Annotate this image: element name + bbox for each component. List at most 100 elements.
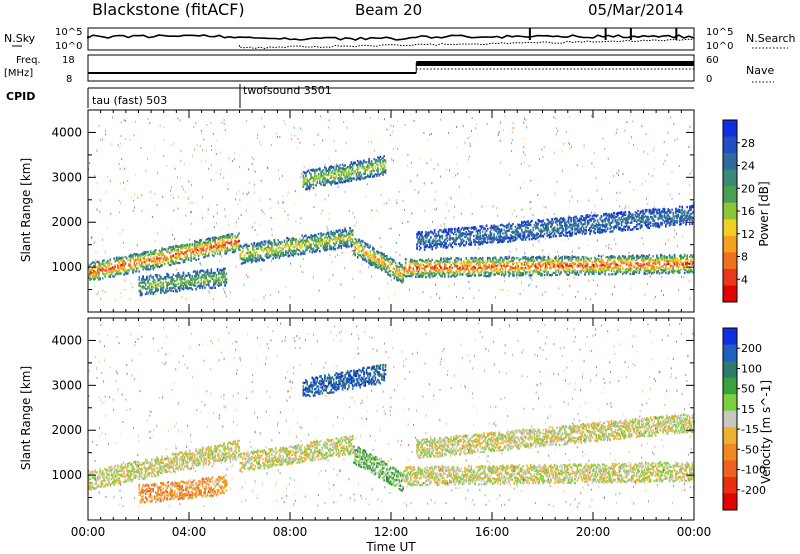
- echo-cell: [156, 263, 158, 266]
- echo-cell: [421, 267, 423, 270]
- echo-cell: [153, 266, 156, 269]
- echo-cell: [426, 264, 428, 268]
- echo-cell: [368, 258, 370, 262]
- echo-cell: [432, 269, 435, 272]
- echo-cell: [225, 241, 228, 244]
- echo-cell: [200, 251, 202, 254]
- echo-cell: [680, 268, 682, 271]
- echo-cell: [122, 262, 124, 265]
- echo-cell: [452, 262, 455, 265]
- nave-label: Nave: [746, 64, 774, 77]
- echo-cell: [439, 269, 441, 272]
- echo-cell: [486, 270, 489, 273]
- echo-cell: [228, 236, 230, 239]
- echo-cell: [503, 262, 505, 265]
- echo-cell: [211, 236, 214, 240]
- echo-cell: [168, 252, 171, 255]
- echo-cell: [255, 259, 258, 262]
- echo-cell: [96, 260, 99, 263]
- echo-cell: [509, 265, 512, 268]
- echo-cell: [558, 263, 561, 266]
- echo-cell: [608, 273, 610, 276]
- echo-cell: [322, 168, 325, 172]
- echo-cell: [468, 259, 470, 263]
- echo-cell: [683, 271, 686, 275]
- echo-cell: [243, 244, 245, 247]
- echo-cell: [384, 161, 387, 164]
- echo-cell: [315, 241, 317, 244]
- echo-cell: [165, 256, 167, 260]
- echo-cell: [575, 273, 577, 276]
- echo-cell: [301, 245, 303, 248]
- echo-cell: [191, 243, 194, 246]
- echo-cell: [300, 251, 302, 254]
- echo-cell: [220, 240, 223, 244]
- echo-cell: [465, 264, 468, 267]
- echo-cell: [302, 252, 305, 256]
- echo-cell: [178, 256, 181, 259]
- echo-cell: [94, 264, 96, 267]
- echo-cell: [551, 273, 553, 276]
- echo-cell: [272, 253, 274, 256]
- echo-cell: [341, 231, 344, 234]
- echo-cell: [272, 250, 274, 253]
- echo-cell: [100, 266, 103, 269]
- echo-cell: [175, 284, 177, 287]
- echo-cell: [129, 260, 132, 263]
- echo-cell: [647, 257, 649, 260]
- echo-cell: [485, 275, 488, 278]
- echo-cell: [518, 274, 521, 277]
- echo-cell: [384, 258, 387, 261]
- echo-cell: [235, 240, 238, 243]
- echo-cell: [190, 256, 192, 259]
- echo-cell: [283, 239, 286, 242]
- echo-cell: [332, 167, 335, 170]
- echo-cell: [423, 260, 426, 263]
- echo-cell: [171, 260, 173, 263]
- echo-cell: [303, 239, 306, 242]
- echo-cell: [446, 259, 449, 262]
- echo-cell: [279, 253, 282, 256]
- echo-cell: [473, 260, 475, 263]
- echo-cell: [362, 249, 364, 252]
- echo-cell: [314, 250, 316, 253]
- echo-cell: [521, 274, 523, 277]
- echo-cell: [261, 248, 263, 251]
- echo-cell: [469, 274, 471, 277]
- echo-cell: [524, 257, 527, 260]
- echo-cell: [307, 235, 310, 239]
- echo-cell: [149, 259, 152, 262]
- cpid-segment-2: twofsound 3501: [243, 84, 332, 97]
- echo-cell: [565, 256, 567, 259]
- echo-cell: [605, 261, 608, 264]
- echo-cell: [167, 261, 170, 265]
- echo-cell: [422, 274, 425, 277]
- echo-cell: [214, 243, 216, 246]
- echo-cell: [172, 262, 175, 265]
- echo-cell: [327, 239, 330, 242]
- echo-cell: [564, 261, 566, 264]
- echo-cell: [137, 253, 139, 256]
- echo-cell: [469, 264, 471, 267]
- echo-cell: [163, 248, 166, 251]
- echo-cell: [557, 269, 560, 272]
- echo-cell: [310, 246, 312, 249]
- echo-cell: [476, 267, 479, 270]
- echo-cell: [428, 238, 431, 241]
- echo-cell: [500, 266, 503, 269]
- echo-cell: [370, 260, 373, 263]
- echo-cell: [295, 243, 297, 246]
- echo-cell: [311, 251, 314, 254]
- echo-cell: [478, 259, 480, 262]
- echo-cell: [248, 251, 250, 254]
- echo-cell: [202, 249, 205, 252]
- echo-cell: [114, 266, 117, 269]
- echo-cell: [601, 271, 604, 274]
- echo-cell: [331, 169, 334, 172]
- echo-cell: [105, 272, 108, 275]
- echo-cell: [510, 268, 513, 271]
- echo-cell: [122, 256, 124, 259]
- echo-cell: [422, 263, 425, 266]
- echo-cell: [461, 262, 464, 265]
- echo-cell: [147, 253, 149, 256]
